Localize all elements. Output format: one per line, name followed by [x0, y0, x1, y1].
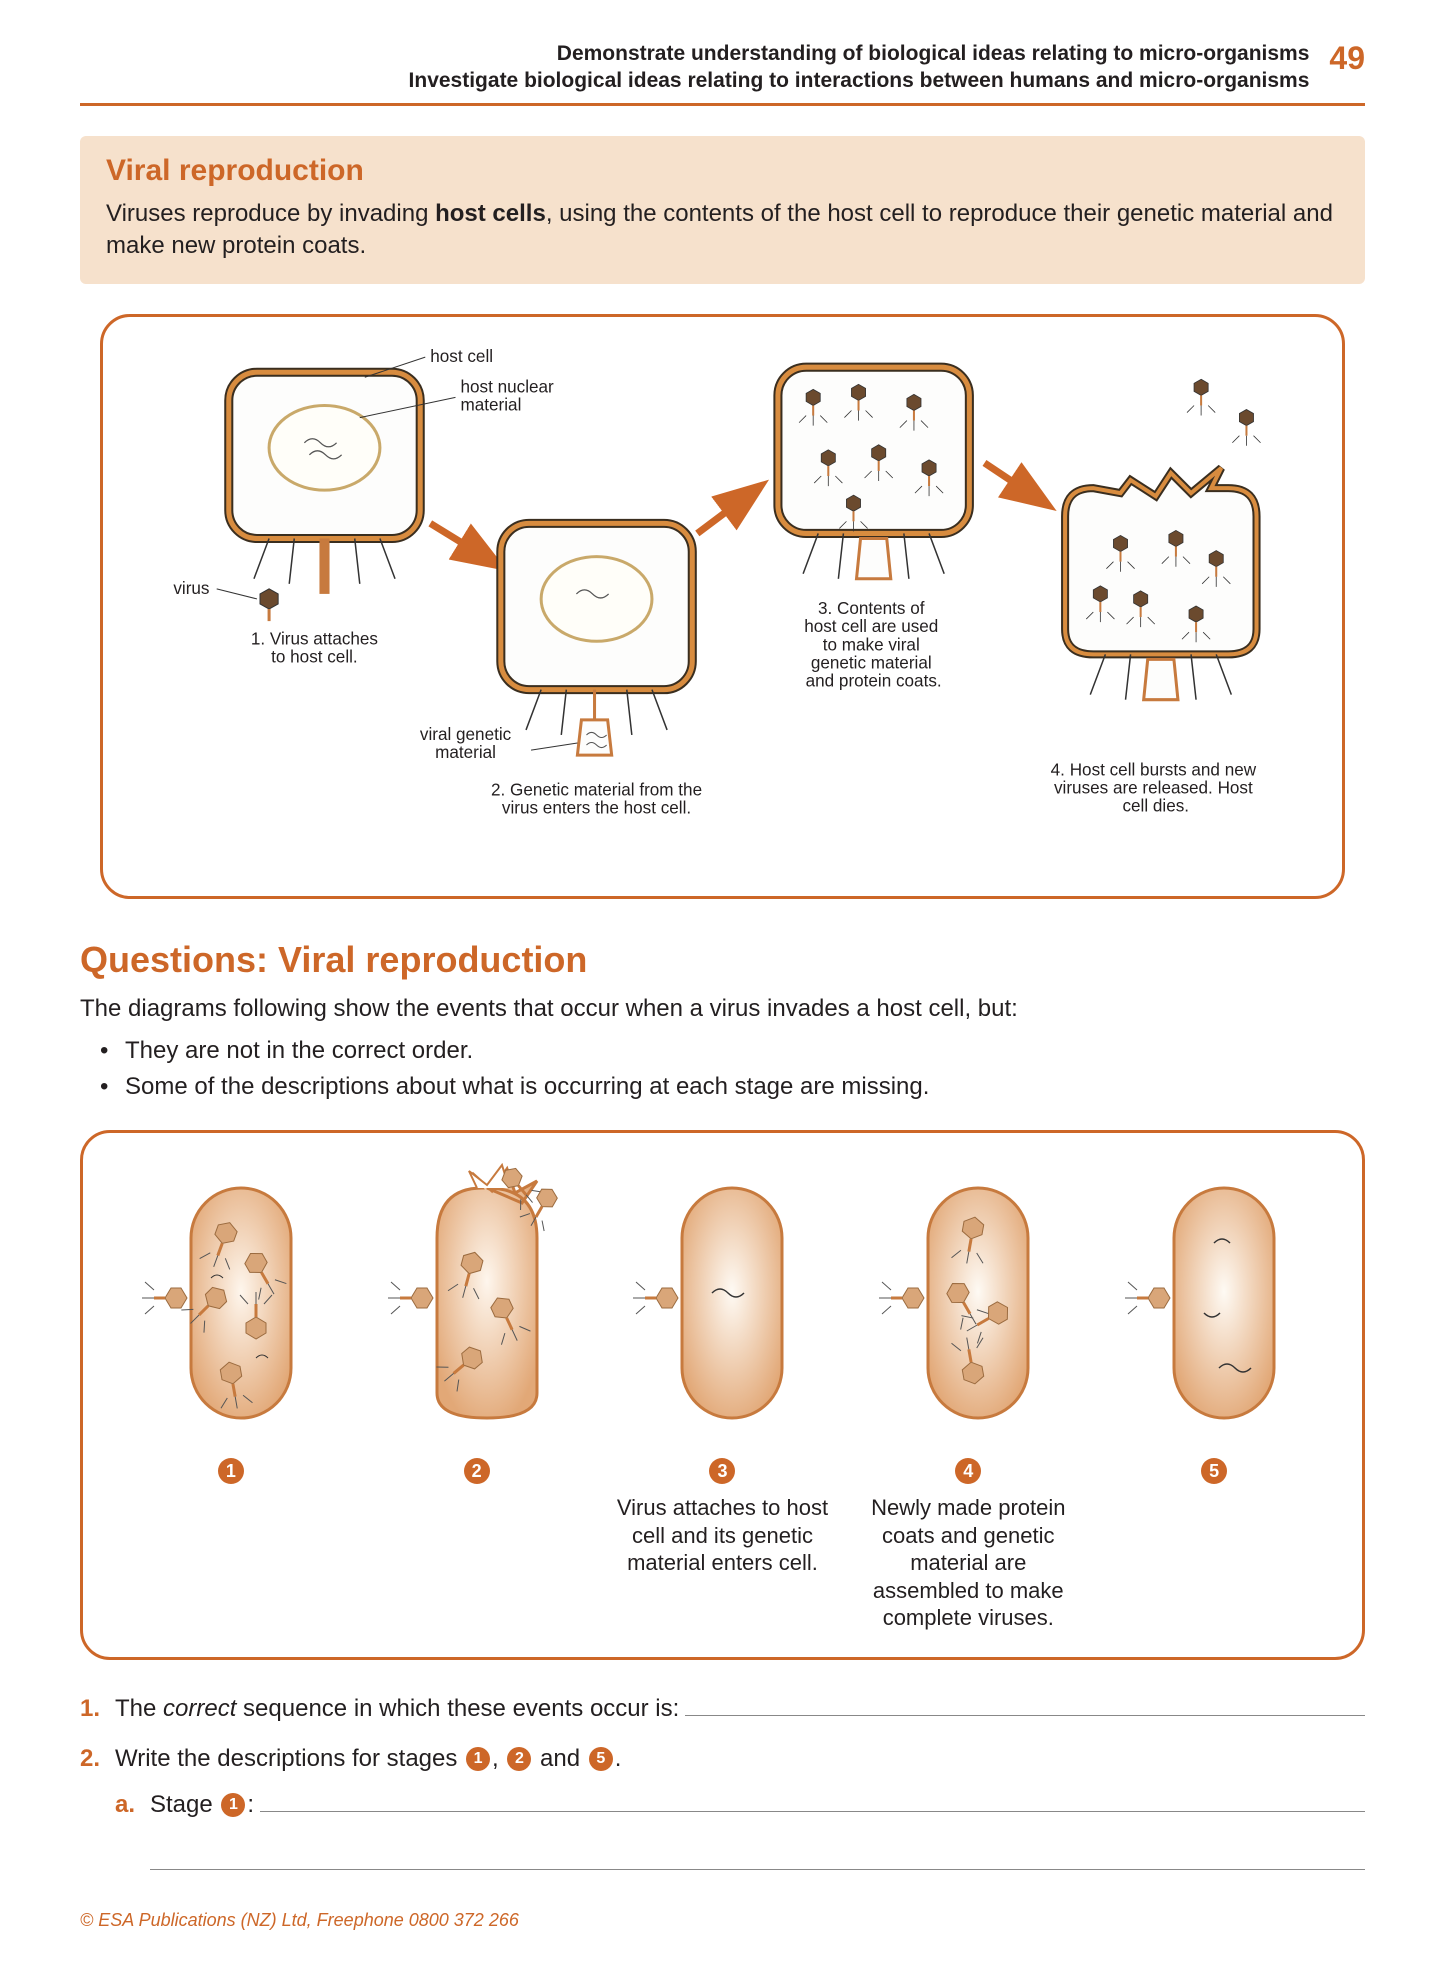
- q2-number: 2.: [80, 1745, 115, 1773]
- header-line-1: Demonstrate understanding of biological …: [409, 40, 1310, 67]
- stage-2-cell: [501, 524, 692, 756]
- stage-item-4: 4 Newly made protein coats and genetic m…: [852, 1163, 1086, 1632]
- q2-badge-2: 2: [507, 1747, 531, 1771]
- capsule-5-icon: [1124, 1163, 1304, 1443]
- label-step4: 4. Host cell bursts and new viruses are …: [1051, 761, 1261, 816]
- arrow-2-3: [697, 488, 757, 533]
- answer-line-q2a-1[interactable]: [260, 1811, 1365, 1812]
- info-body: Viruses reproduce by invading host cells…: [106, 198, 1339, 263]
- questions-bullets: They are not in the correct order. Some …: [80, 1033, 1365, 1105]
- label-step1: 1. Virus attachesto host cell.: [251, 630, 378, 667]
- q2-sub-a: a. Stage 1:: [80, 1791, 1365, 1819]
- capsule-3-icon: [632, 1163, 812, 1443]
- stage-1-cell: [217, 357, 456, 621]
- label-step3: 3. Contents of host cell are used to mak…: [804, 599, 943, 691]
- lytic-cycle-svg: host cell host nuclearmaterial virus 1. …: [128, 342, 1317, 866]
- capsule-2-icon: [387, 1163, 567, 1443]
- capsule-4-icon: [878, 1163, 1058, 1443]
- arrow-1-2: [430, 524, 495, 564]
- label-nuclear: host nuclearmaterial: [461, 378, 555, 415]
- stage-badge-2: 2: [464, 1458, 490, 1484]
- stage-3-cell: [778, 368, 969, 580]
- answer-line-q1[interactable]: [685, 1715, 1365, 1716]
- stage-item-3: 3 Virus attaches to host cell and its ge…: [606, 1163, 840, 1577]
- questions-heading: Questions: Viral reproduction: [80, 939, 1365, 981]
- q2a-badge: 1: [221, 1793, 245, 1817]
- stage-badge-1: 1: [218, 1458, 244, 1484]
- label-step2: 2. Genetic material from thevirus enters…: [491, 781, 702, 818]
- capsule-1-icon: [141, 1163, 321, 1443]
- questions-intro: The diagrams following show the events t…: [80, 995, 1365, 1023]
- q2a-label: a.: [115, 1791, 150, 1819]
- stage-badge-3: 3: [709, 1458, 735, 1484]
- page-number: 49: [1329, 40, 1365, 77]
- q2-body: Write the descriptions for stages 1, 2 a…: [115, 1745, 1365, 1773]
- info-heading: Viral reproduction: [106, 154, 1339, 188]
- label-host-cell: host cell: [430, 348, 493, 367]
- lytic-cycle-diagram: host cell host nuclearmaterial virus 1. …: [100, 314, 1345, 899]
- header-line-2: Investigate biological ideas relating to…: [409, 67, 1310, 94]
- label-viral-genetic: viral geneticmaterial: [420, 725, 512, 762]
- header-titles: Demonstrate understanding of biological …: [409, 40, 1310, 95]
- bullet-1: They are not in the correct order.: [100, 1033, 1365, 1069]
- q1-number: 1.: [80, 1695, 115, 1723]
- arrow-3-4: [984, 463, 1044, 503]
- stage-badge-4: 4: [955, 1458, 981, 1484]
- stage-item-2: 2: [360, 1163, 594, 1484]
- question-1: 1. The correct sequence in which these e…: [80, 1695, 1365, 1723]
- stage-badge-5: 5: [1201, 1458, 1227, 1484]
- stage-item-5: 5: [1097, 1163, 1331, 1484]
- q2-badge-5: 5: [589, 1747, 613, 1771]
- capsule-row: 1 2: [108, 1163, 1337, 1632]
- stage-caption-3: Virus attaches to host cell and its gene…: [612, 1494, 832, 1577]
- bullet-2: Some of the descriptions about what is o…: [100, 1069, 1365, 1105]
- info-box-viral-reproduction: Viral reproduction Viruses reproduce by …: [80, 136, 1365, 285]
- question-2: 2. Write the descriptions for stages 1, …: [80, 1745, 1365, 1871]
- page-header: Demonstrate understanding of biological …: [80, 40, 1365, 106]
- q2-badge-1: 1: [466, 1747, 490, 1771]
- stages-diagram: 1 2: [80, 1130, 1365, 1660]
- q1-body: The correct sequence in which these even…: [115, 1695, 1365, 1723]
- page-footer: © ESA Publications (NZ) Ltd, Freephone 0…: [80, 1910, 1365, 1931]
- stage-item-1: 1: [114, 1163, 348, 1484]
- label-virus: virus: [173, 579, 209, 598]
- stage-caption-4: Newly made protein coats and genetic mat…: [858, 1494, 1078, 1632]
- stage-4-cell: [1065, 380, 1260, 700]
- answer-line-q2a-2[interactable]: [150, 1837, 1365, 1871]
- question-list: 1. The correct sequence in which these e…: [80, 1695, 1365, 1871]
